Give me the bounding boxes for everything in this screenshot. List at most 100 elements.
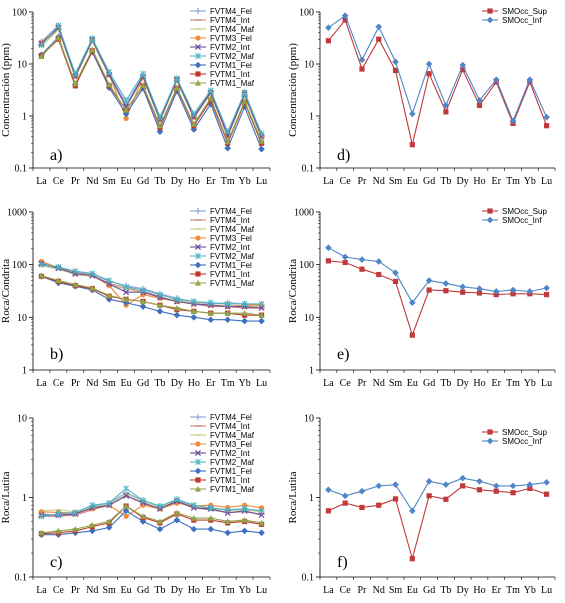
data-point [139,82,147,88]
data-point [123,296,130,302]
legend-entry: FVTM2_Int [210,449,250,458]
series-line [41,264,262,305]
y-axis-label: Roca/Lutita [0,471,12,523]
x-tick-label: Lu [541,585,552,596]
x-tick-label: La [36,176,47,187]
legend-entry: FVTM4_Maf [210,431,255,440]
x-tick-label: Yb [524,378,536,389]
y-tick-label: 0.1 [15,573,28,584]
legend-entry: FVTM1_Maf [210,485,255,494]
data-point [173,75,180,82]
x-tick-label: Tb [154,176,165,187]
data-point [55,34,62,41]
data-point [258,317,265,325]
x-tick-label: Nd [86,378,98,389]
data-point [157,502,163,510]
x-tick-label: Lu [256,176,267,187]
legend-entry: SMOcc_Sup [502,207,547,216]
y-tick-label: 1000 [294,208,314,219]
y-tick-label: 1 [309,366,314,377]
data-point [190,120,197,127]
data-point [526,481,534,488]
data-point [409,142,415,148]
x-tick-label: Eu [407,176,418,187]
x-tick-label: Yb [238,378,250,389]
legend-entry: FVTM4_Fel [210,207,252,216]
x-tick-label: Gd [137,378,149,389]
data-point [509,482,517,490]
data-point [241,505,248,512]
data-point [139,518,147,525]
x-tick-label: Nd [373,378,385,389]
data-point [89,521,96,528]
data-point [392,67,399,74]
data-point [139,303,147,310]
data-point [55,263,62,271]
series-line [41,487,262,517]
x-tick-label: Sm [389,176,403,187]
x-tick-label: Ho [188,378,200,389]
data-point [342,500,348,506]
data-point [207,310,214,316]
data-point [224,144,231,152]
data-point [190,298,197,305]
legend-entry: SMOcc_Inf [502,216,542,225]
data-point [443,109,449,115]
x-tick-label: Tm [221,378,235,389]
legend-entry: FVTM2_Maf [210,52,255,61]
x-tick-label: Dy [171,176,183,187]
data-point [476,290,483,296]
data-point [207,515,214,521]
data-point [476,487,483,493]
x-tick-label: Er [492,378,502,389]
y-tick-label: 100 [299,260,314,271]
data-point [358,487,366,495]
data-point [258,130,265,137]
data-point [341,492,349,500]
series-line [328,14,548,123]
x-tick-label: Ce [53,378,65,389]
y-tick-label: 1000 [7,208,27,219]
data-point [359,504,365,511]
legend-entry: FVTM4_Int [210,422,250,431]
data-point [492,482,500,490]
data-point [510,490,516,496]
data-point [258,312,265,318]
data-point [123,485,130,492]
x-tick-label: Sm [389,585,403,596]
data-point [190,308,197,314]
data-point [492,288,500,295]
data-point [123,115,129,121]
x-tick-label: Tb [154,585,165,596]
legend-marker [195,477,201,483]
x-tick-label: Lu [541,378,552,389]
x-tick-label: Dy [171,585,183,596]
y-tick-label: 1 [22,366,27,377]
data-point [425,477,433,485]
data-point [376,502,382,508]
y-tick-label: 1 [22,112,27,123]
data-point [526,288,534,295]
data-point [325,508,331,514]
data-point [207,87,214,94]
legend-marker [194,61,202,69]
y-tick-label: 100 [299,8,314,19]
x-tick-label: Ce [340,176,352,187]
data-point [342,259,348,266]
data-point [190,502,197,509]
data-point [392,481,399,488]
data-point [325,258,331,264]
data-point [156,308,164,315]
y-tick-label: 10 [304,60,314,71]
data-point [173,311,181,319]
data-point [89,46,96,53]
x-tick-label: Yb [524,176,536,187]
data-point [509,117,517,125]
data-point [544,491,550,497]
y-tick-label: 1 [309,493,314,504]
x-tick-label: Gd [137,585,149,596]
data-point [55,22,62,29]
x-tick-label: Pr [71,378,81,389]
data-point [425,60,433,68]
legend-marker [195,71,201,77]
